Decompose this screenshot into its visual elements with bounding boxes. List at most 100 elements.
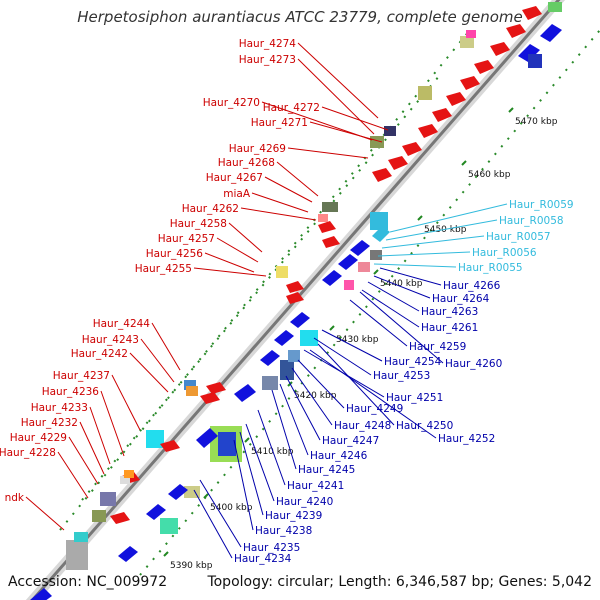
leader-line	[359, 291, 444, 364]
left-gene-label: Haur_4269	[229, 143, 286, 155]
leader-line	[240, 207, 317, 221]
left-gene-label: Haur_4244	[93, 318, 151, 330]
rna-labels: Haur_R0059 Haur_R0058 Haur_R0057 Haur_R0056…	[458, 199, 574, 274]
left-gene-label: Haur_4229	[10, 432, 67, 444]
left-gene-label: Haur_4268	[218, 157, 275, 169]
leader-line	[25, 496, 65, 531]
leader-line	[193, 267, 267, 277]
leader-line	[233, 439, 254, 531]
leader-line	[291, 367, 333, 426]
left-gene-label: ndk	[5, 492, 25, 504]
leader-line	[228, 222, 263, 253]
leader-line	[89, 406, 111, 465]
right-gene-label: Haur_4263	[421, 306, 478, 318]
kbp-tick-label: 5410 kbp	[251, 447, 294, 457]
leader-line	[377, 251, 471, 257]
leader-line	[309, 121, 383, 143]
kbp-tick-mark	[417, 215, 423, 221]
leader-line	[199, 479, 242, 548]
gene-features	[30, 2, 562, 600]
right-gene-label: Haur_4252	[438, 433, 495, 445]
right-gene-label: Haur_4250	[396, 420, 453, 432]
kbp-tick-label: 5470 kbp	[515, 117, 558, 127]
rna-gene-label: Haur_R0057	[486, 231, 551, 243]
rna-gene-label: Haur_R0058	[499, 215, 564, 227]
left-gene-label: Haur_4273	[239, 54, 296, 66]
leader-line	[297, 58, 375, 135]
leader-line	[239, 431, 264, 516]
kbp-tick-mark	[508, 107, 514, 113]
right-gene-label: Haur_4260	[445, 358, 502, 370]
right-gene-label: Haur_4239	[265, 510, 322, 522]
leader-line	[264, 176, 313, 203]
kbp-tick-label: 5420 kbp	[294, 391, 337, 401]
right-gene-label: Haur_4241	[287, 480, 344, 492]
kbp-tick-mark	[373, 269, 379, 275]
kbp-tick-label: 5430 kbp	[336, 335, 379, 345]
left-gene-label: Haur_4270	[203, 97, 260, 109]
left-gene-label: Haur_4243	[82, 334, 139, 346]
left-gene-label: Haur_4262	[182, 203, 239, 215]
kbp-tick-label: 5440 kbp	[380, 279, 423, 289]
left-gene-label: Haur_4267	[206, 172, 263, 184]
kbp-tick-mark	[163, 551, 169, 557]
leader-line	[285, 375, 321, 441]
leader-line	[204, 252, 255, 273]
leader-line	[385, 219, 498, 241]
right-gene-label: Haur_4234	[234, 553, 292, 565]
leader-line	[373, 275, 431, 299]
leader-line	[287, 147, 369, 159]
leader-line	[313, 337, 372, 376]
right-gene-label: Haur_4238	[255, 525, 312, 537]
left-gene-label: Haur_4232	[21, 417, 78, 429]
kbp-tick-label: 5450 kbp	[424, 225, 467, 235]
left-gene-label: Haur_4274	[239, 38, 297, 50]
leader-line	[389, 203, 508, 233]
leader-line	[257, 409, 286, 486]
kbp-tick-mark	[244, 437, 250, 443]
leader-lines	[25, 42, 508, 559]
left-gene-label: Haur_4272	[263, 102, 320, 114]
kbp-tick-mark	[329, 325, 335, 331]
rna-gene-label: Haur_R0055	[458, 262, 523, 274]
leader-line	[367, 281, 420, 312]
leader-line	[373, 263, 457, 268]
leader-line	[379, 267, 442, 286]
left-gene-label: Haur_4233	[31, 402, 88, 414]
kbp-tick-label: 5400 kbp	[210, 503, 253, 513]
right-gene-label: Haur_4266	[443, 280, 501, 292]
leader-line	[317, 343, 395, 426]
right-gene-label: Haur_4251	[386, 392, 443, 404]
left-gene-label: Haur_4242	[71, 348, 128, 360]
right-gene-label: Haur_4248	[334, 420, 391, 432]
topology-text: Topology: circular; Length: 6,346,587 bp…	[207, 574, 592, 590]
leader-line	[279, 383, 309, 456]
dotted-tracks	[59, 29, 600, 576]
left-gene-label: Haur_4256	[146, 248, 204, 260]
left-gene-label: Haur_4228	[0, 447, 56, 459]
leader-line	[309, 349, 437, 439]
kbp-tick-label: 5460 kbp	[468, 170, 511, 180]
left-gene-label: Haur_4236	[42, 386, 100, 398]
leader-line	[68, 436, 99, 485]
leader-line	[297, 42, 379, 119]
right-gene-label: Haur_4259	[409, 341, 466, 353]
right-gene-label: Haur_4240	[276, 496, 333, 508]
leader-line	[251, 192, 309, 213]
left-gene-label: Haur_4237	[53, 370, 110, 382]
leader-line	[57, 451, 89, 499]
leader-line	[100, 390, 125, 457]
leader-line	[140, 338, 175, 383]
leader-line	[349, 299, 408, 347]
left-gene-label: Haur_4271	[251, 117, 308, 129]
left-gene-label: Haur_4258	[170, 218, 227, 230]
right-gene-label: Haur_4254	[384, 356, 442, 368]
leader-line	[245, 423, 275, 502]
leader-line	[361, 289, 420, 328]
leader-line	[193, 489, 233, 559]
kbp-tick-mark	[461, 160, 467, 166]
leader-line	[297, 359, 345, 409]
right-gene-label: Haur_4253	[373, 370, 430, 382]
